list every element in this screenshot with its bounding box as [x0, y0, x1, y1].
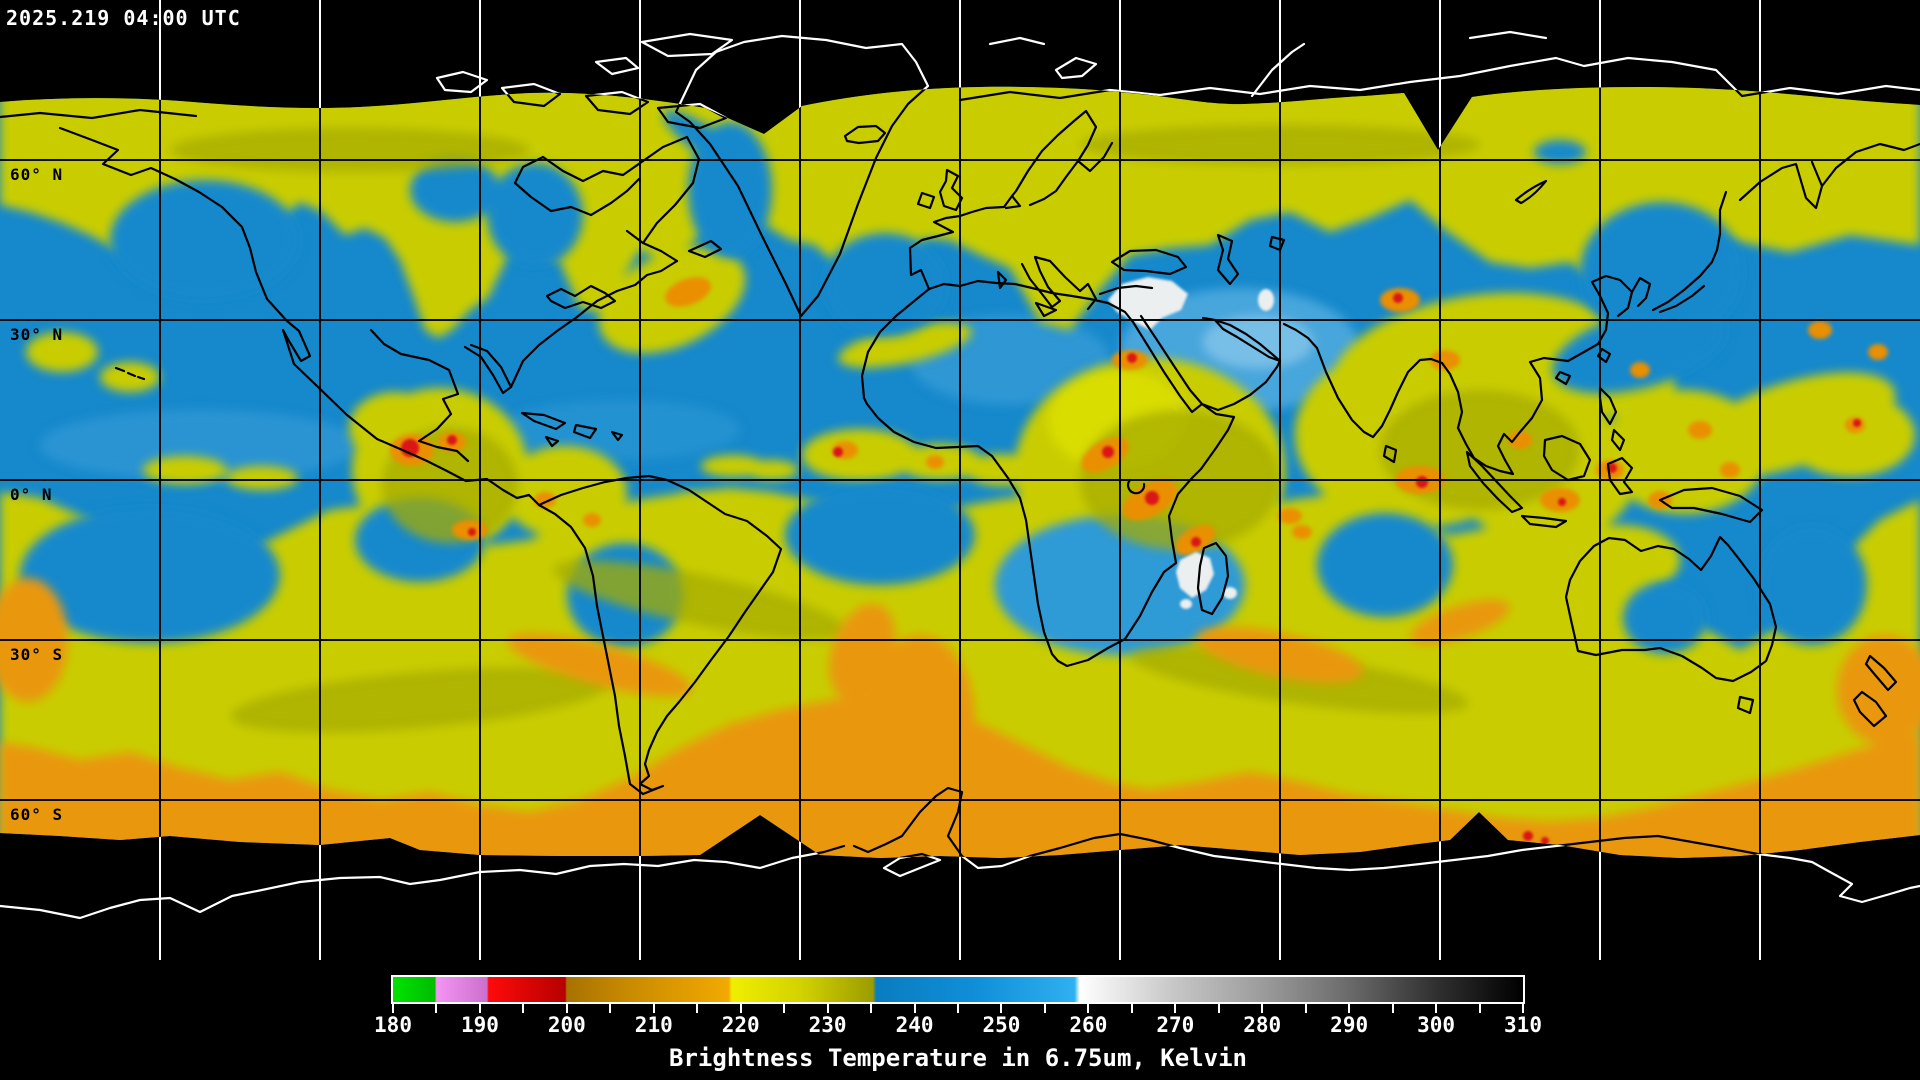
colorbar-title: Brightness Temperature in 6.75um, Kelvin [669, 1044, 1247, 1072]
lat-label-0N: 0° N [10, 485, 53, 504]
tick-label-260: 260 [1069, 1013, 1108, 1037]
tick-215 [696, 1004, 699, 1013]
tick-label-310: 310 [1504, 1013, 1542, 1037]
tick-195 [522, 1004, 525, 1013]
wv-map-svg [0, 0, 1920, 961]
tick-250 [1000, 1004, 1003, 1013]
tick-label-220: 220 [721, 1013, 760, 1037]
tick-210 [652, 1004, 655, 1013]
tick-270 [1174, 1004, 1177, 1013]
tick-label-200: 200 [547, 1013, 586, 1037]
tick-205 [609, 1004, 612, 1013]
tick-295 [1391, 1004, 1394, 1013]
tick-310 [1522, 1004, 1524, 1013]
tick-290 [1348, 1004, 1351, 1013]
lat-label-30S: 30° S [10, 645, 64, 664]
tick-180 [392, 1004, 394, 1013]
tick-235 [870, 1004, 873, 1013]
tick-260 [1087, 1004, 1090, 1013]
lat-label-60N: 60° N [10, 165, 64, 184]
colorbar-ticks [392, 1004, 1524, 1014]
tick-label-190: 190 [460, 1013, 499, 1037]
wv-data-layer [0, 86, 1920, 859]
tick-label-300: 300 [1417, 1013, 1456, 1037]
tick-230 [826, 1004, 829, 1013]
tick-255 [1043, 1004, 1046, 1013]
tick-220 [739, 1004, 742, 1013]
colorbar-area: 180 190 200 210 220 230 240 250 260 270 280 290 300 3… [0, 960, 1920, 1080]
tick-240 [913, 1004, 916, 1013]
colorbar-gradient [391, 975, 1525, 1004]
colorbar-tick-labels: 180 190 200 210 220 230 240 250 260 270 280 290 300 3… [374, 1013, 1542, 1039]
tick-225 [783, 1004, 786, 1013]
timestamp: 2025.219 04:00 UTC [6, 6, 241, 30]
tick-245 [957, 1004, 959, 1013]
tick-285 [1304, 1004, 1307, 1013]
tick-label-270: 270 [1156, 1013, 1195, 1037]
tick-200 [565, 1004, 568, 1013]
tick-185 [435, 1004, 438, 1013]
tick-label-290: 290 [1330, 1013, 1369, 1037]
tick-280 [1261, 1004, 1264, 1013]
tick-label-240: 240 [895, 1013, 934, 1037]
tick-label-180: 180 [374, 1013, 412, 1037]
tick-275 [1217, 1004, 1220, 1013]
tick-label-230: 230 [808, 1013, 847, 1037]
lat-label-60S: 60° S [10, 805, 64, 824]
tick-305 [1478, 1004, 1481, 1013]
tick-190 [478, 1004, 481, 1013]
tick-265 [1130, 1004, 1133, 1013]
tick-label-210: 210 [634, 1013, 673, 1037]
lat-label-30N: 30° N [10, 325, 64, 344]
tick-300 [1435, 1004, 1438, 1013]
tick-label-280: 280 [1243, 1013, 1282, 1037]
tick-label-250: 250 [982, 1013, 1021, 1037]
global-map [0, 0, 1920, 961]
